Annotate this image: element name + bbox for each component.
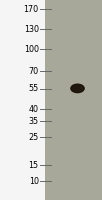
Text: 130: 130 — [24, 24, 39, 33]
Text: 70: 70 — [29, 66, 39, 75]
Bar — [45, 0, 102, 200]
Text: 15: 15 — [29, 160, 39, 170]
Text: 10: 10 — [29, 176, 39, 186]
Text: 55: 55 — [29, 84, 39, 93]
Ellipse shape — [71, 84, 84, 93]
Text: 35: 35 — [29, 116, 39, 126]
Text: 100: 100 — [24, 45, 39, 53]
Text: 25: 25 — [29, 132, 39, 142]
Text: 40: 40 — [29, 104, 39, 114]
Text: 170: 170 — [24, 4, 39, 14]
